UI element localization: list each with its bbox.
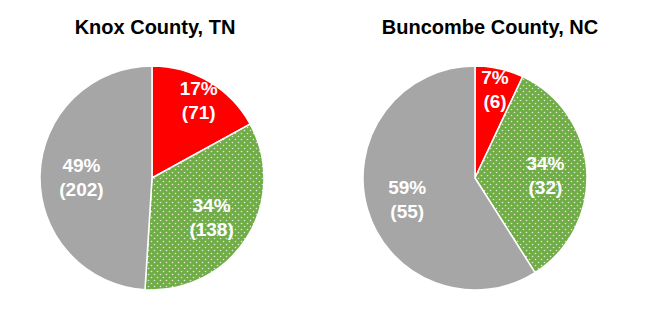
pie-chart: Knox County, TN 17% (71) 34% (138) 49% (202)	[40, 16, 264, 290]
count-label: (6)	[483, 91, 506, 112]
chart-container: Knox County, TN 17% (71) 34% (138) 49% (202) Bu…	[0, 0, 658, 325]
count-label: (138)	[189, 219, 233, 240]
count-label: (32)	[529, 177, 563, 198]
pie-slice	[40, 66, 152, 290]
slices	[363, 66, 587, 290]
count-label: (55)	[390, 201, 424, 222]
pie-chart: Buncombe County, NC 7% (6) 34% (32) 59% (55)	[363, 16, 598, 290]
data-label: 17%	[180, 78, 218, 99]
data-label: 7%	[481, 67, 509, 88]
slices	[40, 66, 264, 290]
data-labels: 17% (71) 34% (138) 49% (202)	[59, 78, 233, 240]
data-label: 59%	[388, 177, 426, 198]
count-label: (71)	[182, 102, 216, 123]
chart-svg: Knox County, TN 17% (71) 34% (138) 49% (202) Bu…	[0, 0, 658, 325]
pie-slice	[363, 66, 535, 290]
data-labels: 7% (6) 34% (32) 59% (55)	[388, 67, 564, 221]
pie-slice	[145, 124, 264, 290]
data-label: 49%	[62, 155, 100, 176]
chart-title: Knox County, TN	[75, 16, 236, 38]
data-label: 34%	[193, 195, 231, 216]
page: {"chart_data": [ {"type": "pie", "title"…	[0, 0, 658, 325]
data-label: 34%	[526, 153, 564, 174]
count-label: (202)	[59, 179, 103, 200]
chart-title: Buncombe County, NC	[382, 16, 598, 38]
